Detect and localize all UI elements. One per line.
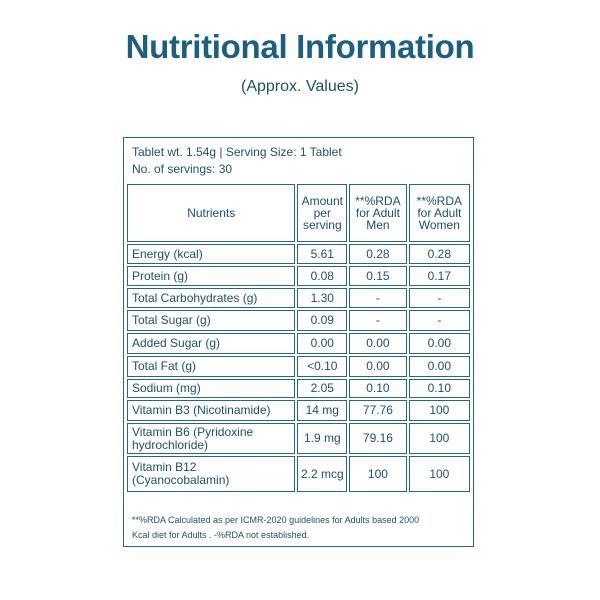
nutrient-name: Protein (g) xyxy=(127,266,296,286)
nutrient-value: 100 xyxy=(349,456,407,492)
nutrient-value: 0.00 xyxy=(408,333,470,354)
nutrition-table: Nutrients Amount per serving **%RDA for Ad… xyxy=(125,182,472,494)
table-row: Vitamin B6 (Pyridoxine hydrochloride) 1.9… xyxy=(127,423,470,454)
nutrient-value: 1.30 xyxy=(297,288,348,308)
nutrient-value: 100 xyxy=(408,423,470,454)
nutrient-name: Added Sugar (g) xyxy=(127,333,296,354)
nutrient-value: 0.00 xyxy=(349,333,407,354)
nutrient-value: 0.17 xyxy=(408,266,470,286)
footnote: **%RDA Calculated as per ICMR-2020 guide… xyxy=(132,515,420,540)
nutrient-name: Total Fat (g) xyxy=(127,356,296,377)
nutrient-value: 0.28 xyxy=(408,244,470,264)
nutrient-value: 0.00 xyxy=(297,333,348,354)
nutrition-box: Tablet wt. 1.54g | Serving Size: 1 Table… xyxy=(123,137,474,547)
nutrient-value: - xyxy=(349,310,407,331)
nutrient-value: - xyxy=(408,310,470,331)
nutrient-name: Vitamin B12 (Cyanocobalamin) xyxy=(127,456,296,492)
table-row: Protein (g) 0.08 0.15 0.17 xyxy=(127,266,470,286)
info-line: Tablet wt. 1.54g | Serving Size: 1 Table… xyxy=(132,145,342,159)
table-row: Sodium (mg) 2.05 0.10 0.10 xyxy=(127,379,470,398)
nutrient-value: 79.16 xyxy=(349,423,407,454)
nutrient-value: - xyxy=(349,288,407,308)
table-row: Energy (kcal) 5.61 0.28 0.28 xyxy=(127,244,470,264)
column-header: **%RDA for Adult Women xyxy=(408,184,470,242)
nutrient-value: 0.00 xyxy=(349,356,407,377)
nutrient-value: 5.61 xyxy=(297,244,348,264)
nutrient-value: 77.76 xyxy=(349,400,407,421)
table-row: Total Sugar (g) 0.09- - xyxy=(127,310,470,331)
column-header: **%RDA for Adult Men xyxy=(349,184,407,242)
nutrient-value: 0.09 xyxy=(297,310,348,331)
nutrient-name: Total Sugar (g) xyxy=(127,310,296,331)
column-header: Nutrients xyxy=(127,184,296,242)
info-line: No. of servings: 30 xyxy=(132,162,233,176)
nutrient-value: 0.00 xyxy=(408,356,470,377)
title: Nutritional Information xyxy=(125,28,475,65)
table-row: Vitamin B12 (Cyanocobalamin) 2.2 mcg 100 10… xyxy=(127,456,470,492)
table-row: Vitamin B3 (Nicotinamide) 14 mg 77.76 100 xyxy=(127,400,470,421)
column-header: Amount per serving xyxy=(297,184,348,242)
nutrient-value: 0.10 xyxy=(349,379,407,398)
table-row: Added Sugar (g) 0.00 0.00 0.00 xyxy=(127,333,470,354)
nutrient-value: 2.05 xyxy=(297,379,348,398)
nutrient-name: Sodium (mg) xyxy=(127,379,296,398)
nutrient-value: 100 xyxy=(408,456,470,492)
nutrient-value: 2.2 mcg xyxy=(297,456,348,492)
nutrient-value: 1.9 mg xyxy=(297,423,348,454)
nutrient-value: 100 xyxy=(408,400,470,421)
nutrient-value: 0.10 xyxy=(408,379,470,398)
nutrient-name: Vitamin B6 (Pyridoxine hydrochloride) xyxy=(127,423,296,454)
nutrient-value: 0.15 xyxy=(349,266,407,286)
header-row: Nutrients Amount per serving **%RDA for Ad… xyxy=(127,184,470,242)
nutrient-name: Vitamin B3 (Nicotinamide) xyxy=(127,400,296,421)
nutrient-value: 0.08 xyxy=(297,266,348,286)
nutrient-name: Energy (kcal) xyxy=(127,244,296,264)
subtitle: (Approx. Values) xyxy=(241,78,359,95)
nutrient-value: <0.10 xyxy=(297,356,348,377)
nutrient-name: Total Carbohydrates (g) xyxy=(127,288,296,308)
nutrient-value: 0.28 xyxy=(349,244,407,264)
nutrient-value: - xyxy=(408,288,470,308)
nutrient-value: 14 mg xyxy=(297,400,348,421)
table-row: Total Fat (g) <0.10 0.00 0.00 xyxy=(127,356,470,377)
table-row: Total Carbohydrates (g) 1.30- - xyxy=(127,288,470,308)
